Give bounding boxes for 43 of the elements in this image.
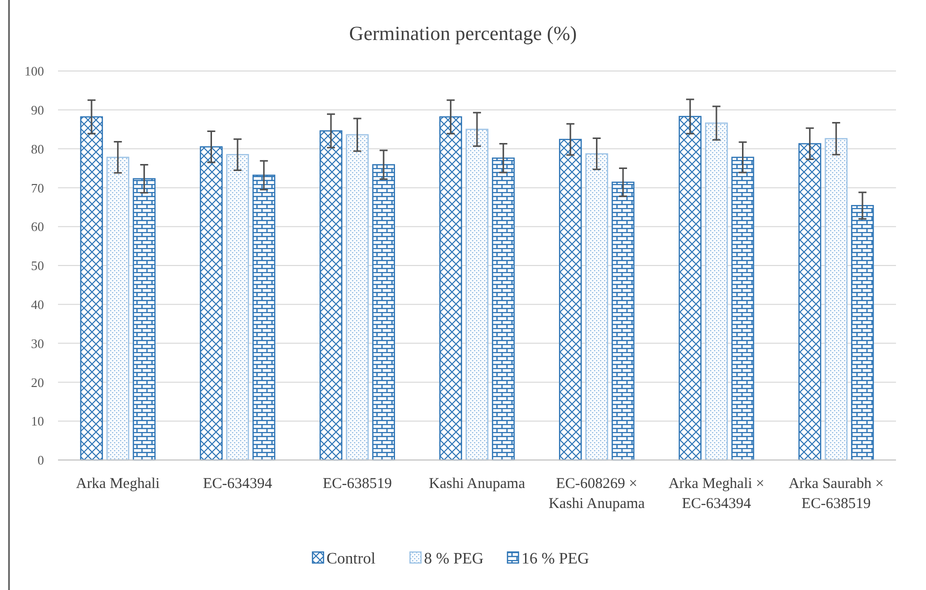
bar bbox=[731, 156, 754, 461]
y-tick-label: 30 bbox=[31, 336, 44, 351]
x-tick-label: EC-638519 bbox=[322, 476, 392, 492]
bar bbox=[798, 143, 822, 461]
bar bbox=[252, 174, 276, 461]
bar bbox=[439, 116, 462, 461]
bar bbox=[678, 116, 702, 461]
y-tick-label: 10 bbox=[31, 414, 44, 429]
bar bbox=[320, 130, 342, 461]
x-tick-label: Kashi Anupama bbox=[428, 476, 526, 492]
y-tick-label: 90 bbox=[31, 102, 44, 118]
bar bbox=[132, 178, 156, 461]
y-tick-label: 70 bbox=[31, 180, 44, 196]
y-tick-label: 40 bbox=[31, 296, 44, 312]
y-tick-label: 60 bbox=[31, 219, 44, 234]
bar bbox=[106, 156, 130, 461]
x-tick-label: EC-634394 bbox=[202, 476, 273, 492]
bar bbox=[346, 134, 369, 461]
bar bbox=[851, 204, 874, 461]
legend-label: Control bbox=[326, 550, 376, 568]
bar bbox=[466, 128, 488, 461]
legend-label: 8 % PEG bbox=[424, 550, 484, 568]
x-tick-label: Arka Meghali × EC-634394 bbox=[668, 476, 764, 512]
bar bbox=[585, 153, 608, 461]
bar bbox=[705, 122, 728, 461]
bar bbox=[226, 154, 249, 461]
y-tick-label: 50 bbox=[31, 258, 44, 274]
y-tick-label: 0 bbox=[38, 452, 44, 468]
y-tick-label: 20 bbox=[31, 374, 44, 390]
x-tick-label: Arka Meghali bbox=[76, 476, 160, 492]
legend-label: 16 % PEG bbox=[522, 550, 590, 568]
bar bbox=[200, 146, 223, 461]
bar bbox=[492, 158, 515, 461]
bar bbox=[372, 164, 395, 461]
bar bbox=[824, 138, 848, 461]
bar bbox=[612, 182, 634, 461]
y-tick-label: 100 bbox=[24, 64, 44, 79]
x-tick-label: Arka Saurabh × EC-638519 bbox=[788, 476, 884, 512]
bar bbox=[559, 138, 582, 461]
bar bbox=[80, 116, 103, 461]
chart-title: Germination percentage (%) bbox=[349, 23, 577, 45]
y-tick-label: 80 bbox=[31, 141, 44, 156]
x-tick-label: EC-608269 × Kashi Anupama bbox=[548, 476, 646, 512]
